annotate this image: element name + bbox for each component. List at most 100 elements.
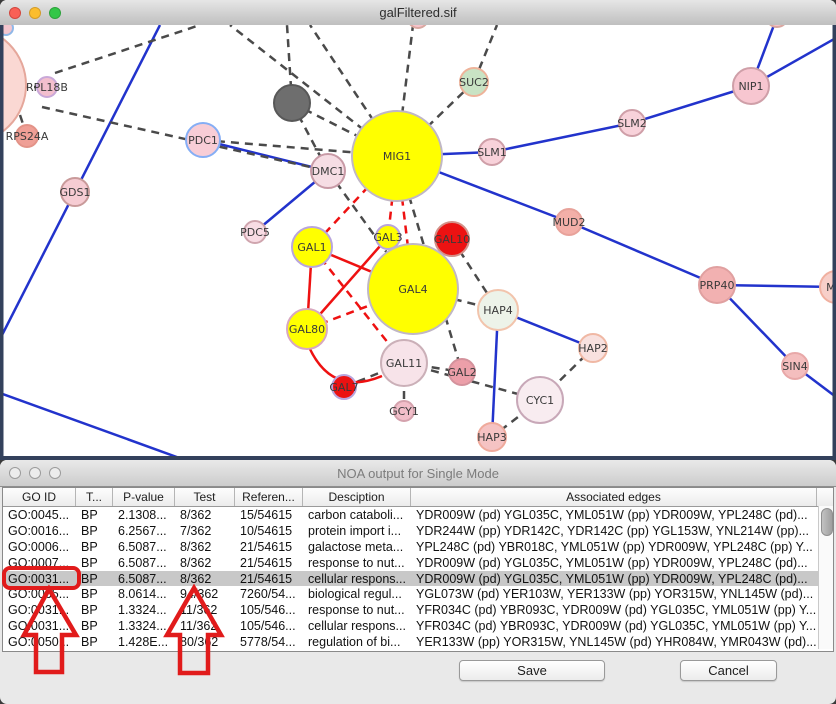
- node-gal11-circle[interactable]: [380, 339, 428, 387]
- table-row[interactable]: GO:0006... BP 6.5087... 8/362 21/54615 galact…: [3, 538, 833, 555]
- node-sin4-circle[interactable]: [781, 352, 809, 380]
- cancel-button[interactable]: Cancel: [680, 660, 777, 681]
- node-gal80[interactable]: GAL80: [286, 308, 328, 350]
- node-gal3[interactable]: GAL3: [373, 224, 403, 250]
- column-header-scroll-spacer[interactable]: [817, 488, 833, 506]
- table-row[interactable]: GO:0065... BP 8.0614... 94/362 7260/54... bio…: [3, 586, 833, 603]
- node-mud2[interactable]: MUD2: [552, 208, 586, 236]
- vertical-scrollbar[interactable]: [818, 506, 833, 649]
- node-pdc1-circle[interactable]: [185, 122, 221, 158]
- node-prp40-circle[interactable]: [698, 266, 736, 304]
- noa-window-titlebar[interactable]: NOA output for Single Mode: [0, 460, 836, 487]
- zoom-window-button[interactable]: [49, 467, 61, 479]
- table-row[interactable]: GO:0050... BP 1.428E... 80/362 5778/54... reg…: [3, 634, 833, 651]
- save-button[interactable]: Save: [459, 660, 605, 681]
- close-window-button[interactable]: [9, 6, 21, 19]
- node-big-left-circle[interactable]: [0, 27, 27, 143]
- node-mig1[interactable]: MIG1: [351, 110, 443, 202]
- node-gray-circle[interactable]: [273, 84, 311, 122]
- node-gal1-circle[interactable]: [291, 226, 333, 268]
- column-header-type[interactable]: T...: [76, 488, 113, 506]
- node-hap4[interactable]: HAP4: [477, 289, 519, 331]
- node-hap2[interactable]: HAP2: [578, 333, 608, 363]
- node-pdc1[interactable]: PDC1: [185, 122, 221, 158]
- node-gds1[interactable]: GDS1: [60, 177, 91, 207]
- network-edge[interactable]: [716, 283, 836, 289]
- table-row[interactable]: GO:0007... BP 6.5087... 8/362 21/54615 respon…: [3, 554, 833, 571]
- network-edge[interactable]: [631, 84, 752, 125]
- network-edge[interactable]: [202, 138, 398, 158]
- node-dmc1[interactable]: DMC1: [310, 153, 346, 189]
- network-edge[interactable]: [54, 25, 201, 75]
- table-row[interactable]: GO:0031... BP 6.5087... 8/362 21/54615 cellul…: [3, 570, 833, 587]
- node-pdc5-circle[interactable]: [243, 220, 267, 244]
- network-edge[interactable]: [490, 309, 500, 438]
- minimize-window-button[interactable]: [29, 6, 41, 19]
- table-row[interactable]: GO:0016... BP 6.2567... 7/362 10/54615 protei…: [3, 522, 833, 539]
- node-cyc1-circle[interactable]: [516, 376, 564, 424]
- node-gal10[interactable]: GAL10: [434, 221, 470, 257]
- node-rps24a[interactable]: RPS24A: [6, 124, 49, 148]
- node-pdc5[interactable]: PDC5: [240, 220, 270, 244]
- network-edge[interactable]: [0, 391, 186, 460]
- minimize-window-button[interactable]: [29, 467, 41, 479]
- node-msi-circle[interactable]: [819, 270, 836, 304]
- node-gcy1-circle[interactable]: [393, 400, 415, 422]
- node-topright-circle[interactable]: [766, 25, 788, 28]
- close-window-button[interactable]: [9, 467, 21, 479]
- node-sin4[interactable]: SIN4: [781, 352, 809, 380]
- column-header-description[interactable]: Desciption: [303, 488, 411, 506]
- node-gal2[interactable]: GAL2: [447, 358, 477, 386]
- node-hap3-circle[interactable]: [477, 422, 507, 452]
- node-mud2-circle[interactable]: [555, 208, 583, 236]
- node-top[interactable]: [408, 25, 428, 29]
- node-top-circle[interactable]: [408, 25, 428, 29]
- node-gcy1[interactable]: GCY1: [389, 400, 419, 422]
- node-slm2-circle[interactable]: [618, 109, 646, 137]
- column-header-test[interactable]: Test: [175, 488, 235, 506]
- column-header-p-value[interactable]: P-value: [113, 488, 175, 506]
- column-header-associated-edges[interactable]: Associated edges: [411, 488, 817, 506]
- node-gal10-circle[interactable]: [434, 221, 470, 257]
- network-edge[interactable]: [472, 25, 499, 83]
- node-gal1[interactable]: GAL1: [291, 226, 333, 268]
- node-gal7-circle[interactable]: [331, 374, 357, 400]
- table-row[interactable]: GO:0031... BP 1.3324... 11/362 105/546... res…: [3, 602, 833, 619]
- column-header-reference[interactable]: Referen...: [235, 488, 303, 506]
- node-topright[interactable]: [766, 25, 788, 28]
- node-gal3-circle[interactable]: [375, 224, 401, 250]
- node-gds1-circle[interactable]: [60, 177, 90, 207]
- node-slm1[interactable]: SLM1: [477, 138, 507, 166]
- node-gal7[interactable]: GAL7: [329, 374, 359, 400]
- node-suc2-circle[interactable]: [459, 67, 489, 97]
- node-nip1-circle[interactable]: [732, 67, 770, 105]
- network-edge[interactable]: [491, 399, 541, 438]
- column-header-go-id[interactable]: GO ID: [3, 488, 76, 506]
- node-gal4[interactable]: GAL4: [367, 243, 459, 335]
- node-cyc1[interactable]: CYC1: [516, 376, 564, 424]
- node-hap3[interactable]: HAP3: [477, 422, 507, 452]
- scrollbar-thumb[interactable]: [821, 508, 833, 536]
- network-edge[interactable]: [568, 220, 718, 287]
- node-big-left[interactable]: [0, 27, 27, 143]
- zoom-window-button[interactable]: [49, 6, 61, 19]
- node-suc2[interactable]: SUC2: [459, 67, 489, 97]
- node-msi[interactable]: MSI: [819, 270, 836, 304]
- table-row[interactable]: GO:0045... BP 2.1308... 8/362 15/54615 carbon…: [3, 507, 833, 523]
- node-prp40[interactable]: PRP40: [698, 266, 736, 304]
- node-gray[interactable]: [273, 84, 311, 122]
- network-window-titlebar[interactable]: galFiltered.sif: [0, 0, 836, 26]
- node-nip1[interactable]: NIP1: [732, 67, 770, 105]
- node-gal4-circle[interactable]: [367, 243, 459, 335]
- network-edge[interactable]: [308, 25, 399, 157]
- node-gal80-circle[interactable]: [286, 308, 328, 350]
- node-hap2-circle[interactable]: [578, 333, 608, 363]
- node-hap4-circle[interactable]: [477, 289, 519, 331]
- node-rpl18b[interactable]: RPL18B: [26, 76, 68, 98]
- network-edge[interactable]: [343, 361, 405, 389]
- network-edge[interactable]: [311, 246, 405, 364]
- node-gal11[interactable]: GAL11: [380, 339, 428, 387]
- network-edge[interactable]: [326, 170, 415, 290]
- network-edge[interactable]: [491, 121, 633, 154]
- node-rpl18b-circle[interactable]: [36, 76, 58, 98]
